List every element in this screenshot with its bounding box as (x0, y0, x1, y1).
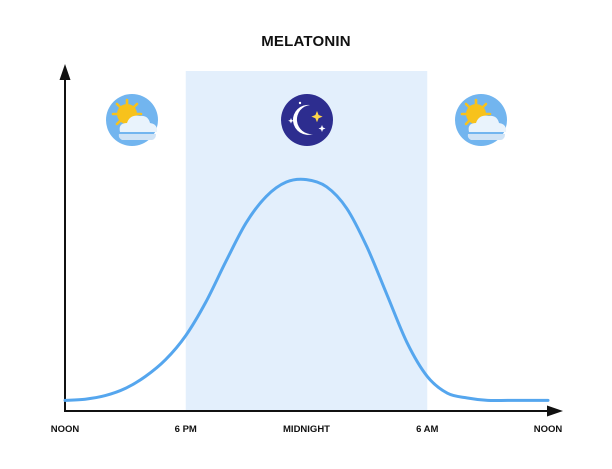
x-tick-label: NOON (51, 424, 80, 435)
x-tick-label: MIDNIGHT (283, 424, 330, 435)
chart-title: MELATONIN (261, 33, 351, 50)
x-tick-label: NOON (534, 424, 563, 435)
x-tick-label: 6 PM (175, 424, 197, 435)
melatonin-curve (63, 177, 550, 403)
sun-cloud-icon (106, 94, 158, 146)
y-axis-arrow (59, 64, 71, 80)
x-tick-label: 6 AM (416, 424, 438, 435)
moon-stars-icon (281, 94, 333, 146)
x-tick-labels: NOON 6 PM MIDNIGHT 6 AM NOON (51, 424, 563, 435)
x-axis-arrow (547, 405, 563, 417)
sun-cloud-icon (455, 94, 507, 146)
